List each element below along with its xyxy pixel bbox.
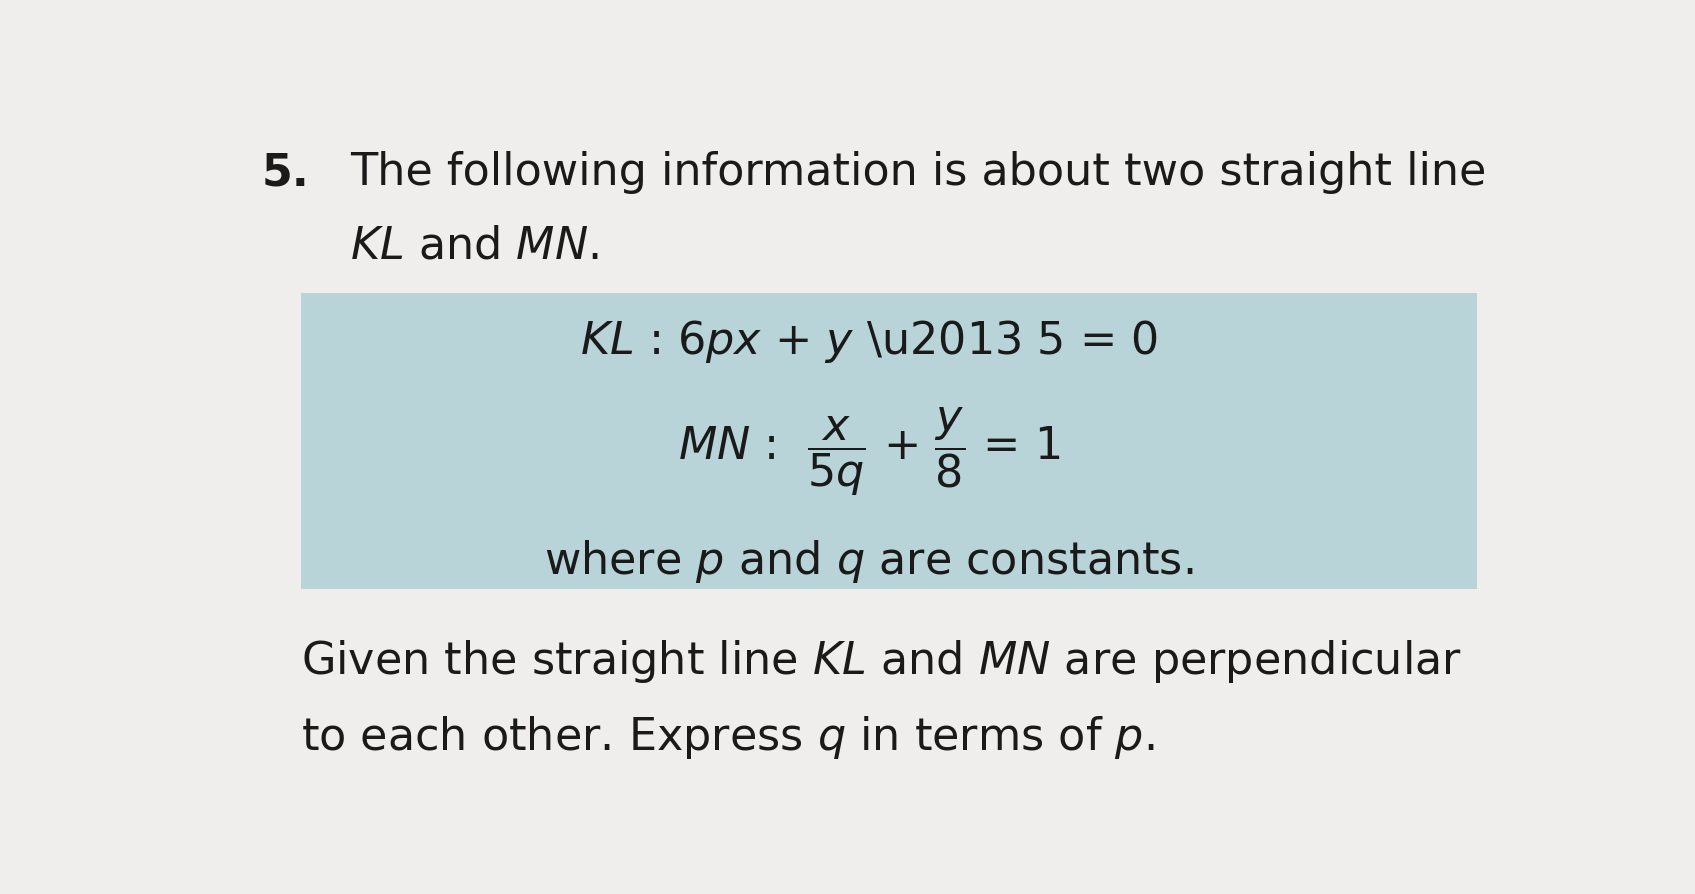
Text: Given the straight line $\it{KL}$ and $\it{MN}$ are perpendicular: Given the straight line $\it{KL}$ and $\… [302,638,1463,685]
Text: to each other. Express $\it{q}$ in terms of $\it{p}$.: to each other. Express $\it{q}$ in terms… [302,713,1154,761]
Text: $\it{MN}$ :  $\dfrac{\it{x}}{5\it{q}}$ + $\dfrac{\it{y}}{8}$ = 1: $\it{MN}$ : $\dfrac{\it{x}}{5\it{q}}$ + … [678,405,1059,498]
Text: 5.: 5. [261,151,310,194]
Text: The following information is about two straight line: The following information is about two s… [349,151,1487,194]
FancyBboxPatch shape [302,293,1476,589]
Text: $\it{KL}$ and $\it{MN}$.: $\it{KL}$ and $\it{MN}$. [349,224,598,268]
Text: where $\it{p}$ and $\it{q}$ are constants.: where $\it{p}$ and $\it{q}$ are constant… [544,538,1193,585]
Text: $\it{KL}$ : 6$\it{px}$ + $\it{y}$ \u2013 5 = 0: $\it{KL}$ : 6$\it{px}$ + $\it{y}$ \u2013… [580,318,1158,365]
